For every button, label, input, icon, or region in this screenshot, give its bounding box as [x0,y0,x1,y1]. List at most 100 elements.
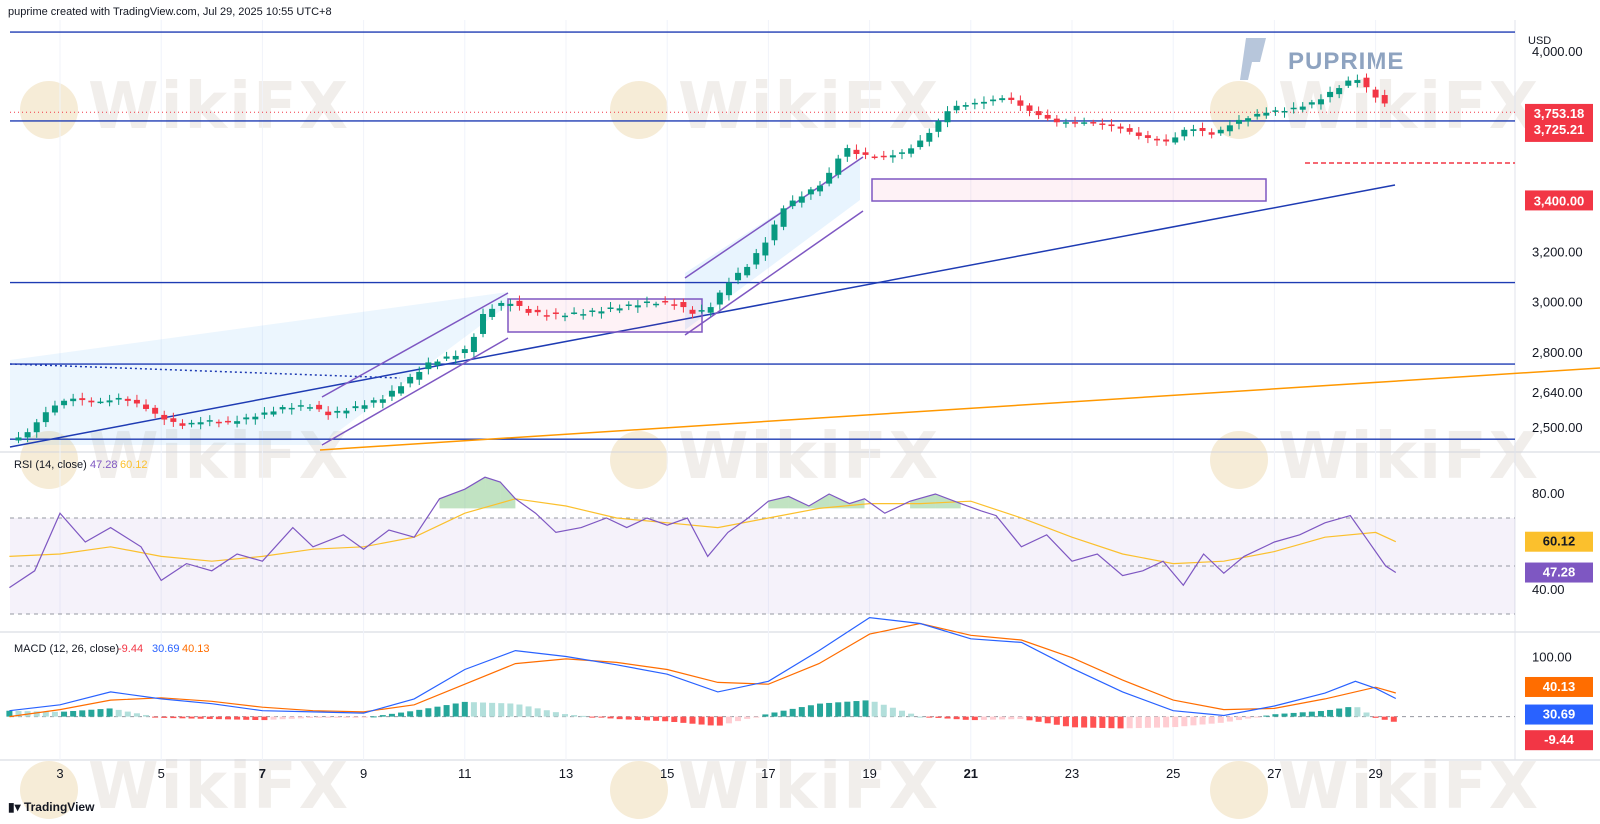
macd-histogram-bar [634,716,641,720]
macd-histogram-bar [1190,716,1197,726]
macd-histogram-bar [543,710,550,717]
macd-histogram-bar [206,716,213,719]
macd-histogram-bar [461,701,468,717]
candle-body [589,310,596,312]
candle-body [607,307,614,309]
last-price-label: 3,753.18 [1534,106,1585,121]
candle-body [1226,125,1233,132]
candle-body [762,242,769,256]
candle-body [953,105,960,111]
candle-body [33,422,40,433]
rsi-ma-tag [1525,531,1593,552]
candle-body [97,401,104,404]
puprime-logo-icon [1240,38,1266,80]
price-tick-label: 4,000.00 [1532,44,1583,59]
candle-body [880,155,887,158]
candle-body [862,152,869,155]
macd-histogram-bar [971,716,978,721]
macd-histogram-bar [288,716,295,719]
x-tick-label: 25 [1166,766,1180,781]
candle-body [452,355,459,360]
long-term-trend-line [319,367,1600,451]
macd-histogram-bar [1062,716,1069,727]
candle-body [534,309,541,313]
candle-body [908,148,915,154]
macd-histogram-bar [926,716,933,718]
rsi-overbought-fill [500,482,516,509]
macd-histogram-bar [388,713,395,717]
candle-body [798,196,805,203]
channel-fill [10,292,508,445]
macd-histogram-bar [106,708,113,717]
rsi-ma-value: 60.12 [120,459,148,471]
macd-histogram-bar [407,711,414,717]
macd-histogram-bar [224,716,231,720]
macd-histogram-bar [817,703,824,717]
macd-histogram-bar [1235,716,1242,721]
macd-histogram-bar [1299,712,1306,717]
candle-body [106,400,113,403]
candle-body [470,336,477,353]
macd-histogram-bar [780,710,787,717]
candle-body [634,305,641,308]
candle-body [161,414,168,420]
candle-body [971,102,978,105]
candle-body [243,417,250,420]
candle-body [735,272,742,281]
macd-histogram-bar [1217,716,1224,723]
macd-signal-tag-label: 40.13 [1543,679,1576,694]
candle-body [962,105,969,107]
candle-body [1372,89,1379,98]
candle-body [1081,122,1088,124]
candle-body [334,410,341,413]
candle-body [489,308,496,317]
macd-histogram-bar [443,705,450,717]
candle-body [1199,127,1206,131]
candle-body [1245,118,1252,122]
macd-histogram-bar [197,716,204,719]
candle-body [1072,122,1079,124]
macd-histogram-bar [1208,716,1215,724]
channel-fill [685,160,860,330]
macd-histogram-bar [279,716,286,720]
macd-histogram-bar [889,707,896,717]
candle-body [826,172,833,184]
candle-body [1381,95,1388,104]
macd-histogram-bar [1317,711,1324,717]
macd-hist-tag-label: -9.44 [1544,732,1574,747]
macd-histogram-bar [880,704,887,717]
macd-histogram-bar [425,708,432,717]
macd-histogram-bar [935,716,942,718]
x-tick-label: 3 [56,766,63,781]
macd-histogram-bar [807,705,814,717]
candle-body [935,121,942,132]
macd-histogram-bar [1390,716,1397,722]
macd-histogram-bar [1254,716,1261,718]
candle-body [1190,129,1197,131]
candle-body [297,405,304,407]
candle-body [42,412,49,423]
candle-body [370,400,377,403]
candle-body [698,310,705,312]
candle-body [224,420,231,423]
macd-histogram-bar [343,716,350,718]
macd-histogram-bar [962,716,969,720]
candle-body [206,420,213,422]
puprime-logo: PUPRIME [1238,30,1418,86]
candle-body [1108,124,1115,127]
macd-histogram-bar [1172,716,1179,728]
macd-histogram-bar [516,704,523,717]
macd-histogram-bar [1126,716,1133,729]
macd-histogram-bar [1099,716,1106,728]
macd-histogram-bar [789,708,796,717]
candle-body [1317,99,1324,105]
candle-body [1272,110,1279,112]
macd-histogram-bar [352,716,359,718]
macd-histogram-bar [643,716,650,721]
macd-tick-label: 100.00 [1532,650,1572,665]
candle-body [689,309,696,314]
candle-body [789,200,796,207]
tradingview-logo: ▮▾ TradingView [8,800,94,814]
candle-body [361,405,368,409]
